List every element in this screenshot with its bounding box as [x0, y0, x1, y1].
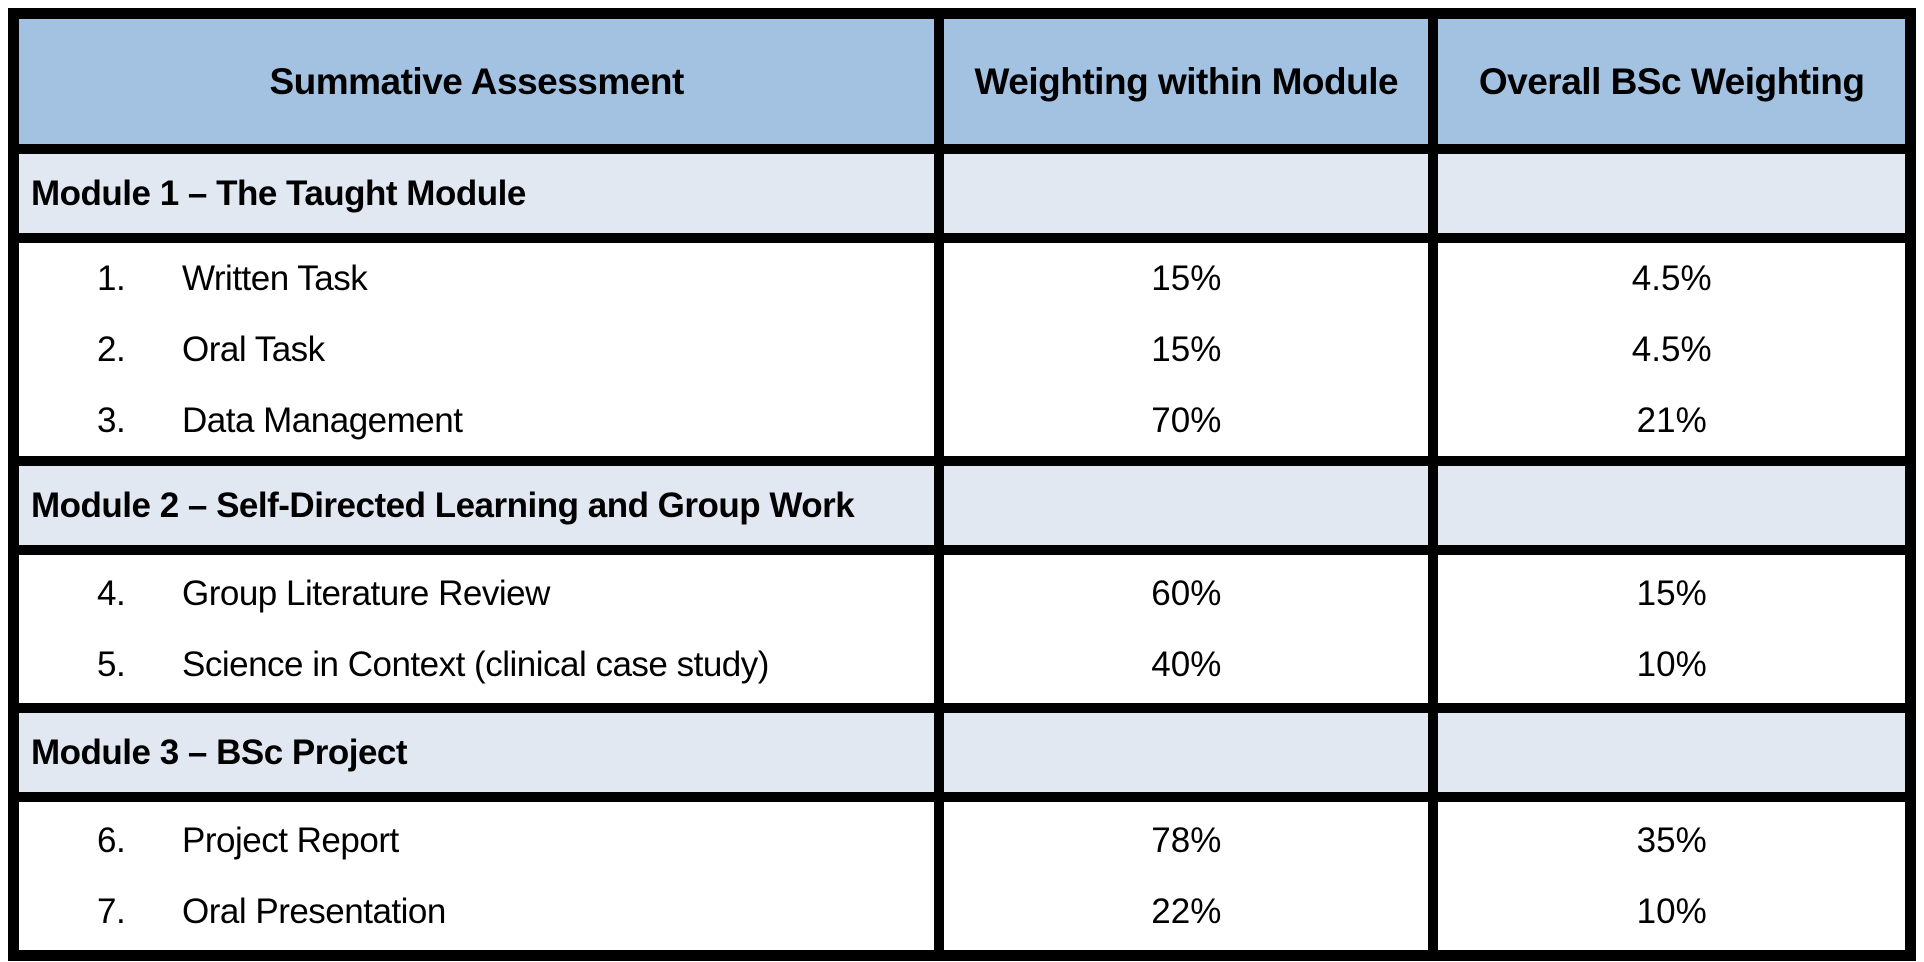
overall-weighting-value: 4.5% [1631, 258, 1712, 298]
item-number: 7. [97, 891, 126, 931]
items-row-module-3: 6. Project Report 7. Oral Presentation 7… [8, 792, 1916, 961]
item-label: Oral Presentation [182, 891, 446, 931]
section-title: Module 3 – BSc Project [31, 732, 408, 772]
section-empty-cell [1428, 703, 1916, 802]
section-empty-cell [934, 144, 1439, 243]
item-label: Written Task [182, 258, 368, 298]
item-number: 6. [97, 820, 126, 860]
module-weighting-cell: 78% 22% [934, 792, 1439, 961]
section-empty-cell [1428, 456, 1916, 555]
overall-weighting-value: 10% [1636, 644, 1707, 684]
assessment-item: 2. Oral Task [23, 314, 929, 385]
column-header-overall-bsc-weighting: Overall BSc Weighting [1428, 8, 1916, 154]
module-weighting-value: 60% [1151, 573, 1222, 613]
items-row-module-1: 1. Written Task 2. Oral Task 3. Data Man… [8, 233, 1916, 466]
module-weighting-cell: 15% 15% 70% [934, 233, 1439, 466]
overall-weighting-value: 4.5% [1631, 329, 1712, 369]
item-number: 3. [97, 400, 126, 440]
section-row-module-2: Module 2 – Self-Directed Learning and Gr… [8, 456, 1916, 555]
assessment-weighting-table-wrap: Summative Assessment Weighting within Mo… [8, 8, 1916, 961]
assessment-item: 5. Science in Context (clinical case stu… [23, 629, 929, 698]
section-title: Module 1 – The Taught Module [31, 173, 526, 213]
module-weighting-value: 40% [1151, 644, 1222, 684]
module-weighting-value: 70% [1151, 400, 1222, 440]
assessment-item: 3. Data Management [23, 385, 929, 451]
section-empty-cell [934, 456, 1439, 555]
item-number: 4. [97, 573, 126, 613]
item-label: Oral Task [182, 329, 325, 369]
overall-weighting-cell: 4.5% 4.5% 21% [1428, 233, 1916, 466]
item-number: 2. [97, 329, 126, 369]
column-header-summative-assessment: Summative Assessment [8, 8, 945, 154]
assessment-items-cell: 6. Project Report 7. Oral Presentation [8, 792, 945, 961]
assessment-table: Summative Assessment Weighting within Mo… [8, 8, 1916, 961]
assessment-item: 7. Oral Presentation [23, 876, 929, 946]
overall-weighting-value: 10% [1636, 891, 1707, 931]
item-label: Group Literature Review [182, 573, 550, 613]
overall-weighting-value: 21% [1636, 400, 1707, 440]
module-weighting-cell: 60% 40% [934, 545, 1439, 713]
assessment-item: 4. Group Literature Review [23, 560, 929, 629]
assessment-items-cell: 4. Group Literature Review 5. Science in… [8, 545, 945, 713]
assessment-items-cell: 1. Written Task 2. Oral Task 3. Data Man… [8, 233, 945, 466]
assessment-item: 6. Project Report [23, 807, 929, 876]
module-weighting-value: 78% [1151, 820, 1222, 860]
items-row-module-2: 4. Group Literature Review 5. Science in… [8, 545, 1916, 713]
section-title-cell: Module 2 – Self-Directed Learning and Gr… [8, 456, 945, 555]
assessment-item: 1. Written Task [23, 248, 929, 314]
item-number: 5. [97, 644, 126, 684]
item-number: 1. [97, 258, 126, 298]
item-label: Project Report [182, 820, 399, 860]
section-empty-cell [1428, 144, 1916, 243]
section-row-module-3: Module 3 – BSc Project [8, 703, 1916, 802]
section-title: Module 2 – Self-Directed Learning and Gr… [31, 485, 855, 525]
column-header-weighting-within-module: Weighting within Module [934, 8, 1439, 154]
section-title-cell: Module 3 – BSc Project [8, 703, 945, 802]
module-weighting-value: 15% [1151, 258, 1222, 298]
section-empty-cell [934, 703, 1439, 802]
overall-weighting-value: 15% [1636, 573, 1707, 613]
overall-weighting-cell: 35% 10% [1428, 792, 1916, 961]
table-header-row: Summative Assessment Weighting within Mo… [8, 8, 1916, 154]
overall-weighting-value: 35% [1636, 820, 1707, 860]
overall-weighting-cell: 15% 10% [1428, 545, 1916, 713]
section-title-cell: Module 1 – The Taught Module [8, 144, 945, 243]
module-weighting-value: 22% [1151, 891, 1222, 931]
section-row-module-1: Module 1 – The Taught Module [8, 144, 1916, 243]
item-label: Science in Context (clinical case study) [182, 644, 769, 684]
module-weighting-value: 15% [1151, 329, 1222, 369]
item-label: Data Management [182, 400, 463, 440]
